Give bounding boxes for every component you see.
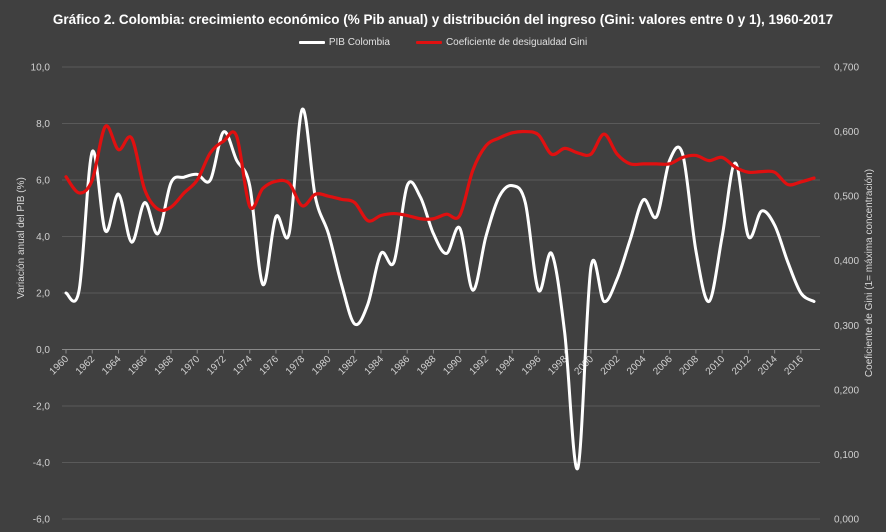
- x-tick-label: 2012: [730, 354, 754, 378]
- y-left-tick-label: 10,0: [31, 63, 51, 74]
- y-left-tick-label: 6,0: [36, 176, 50, 187]
- y-right-axis-title: Coeficiente de Gini (1= máxima concentra…: [864, 169, 875, 377]
- x-tick-label: 1992: [468, 354, 492, 378]
- x-tick-label: 1964: [100, 354, 124, 378]
- y-right-tick-label: 0,400: [834, 256, 859, 267]
- legend-label-pib: PIB Colombia: [328, 37, 390, 48]
- x-tick-label: 1988: [415, 354, 439, 378]
- x-tick-label: 2014: [756, 354, 780, 378]
- x-tick-label: 1970: [179, 354, 203, 378]
- x-tick-label: 1972: [205, 354, 229, 378]
- y-left-tick-label: 2,0: [36, 289, 50, 300]
- x-tick-label: 1976: [258, 354, 282, 378]
- legend-label-gini: Coeficiente de desigualdad Gini: [445, 37, 588, 48]
- x-tick-label: 2006: [651, 354, 675, 378]
- x-tick-label: 1990: [441, 354, 465, 378]
- legend-item-pib: PIB Colombia: [298, 37, 390, 48]
- x-tick-label: 1968: [153, 354, 177, 378]
- legend-item-gini: Coeficiente de desigualdad Gini: [415, 37, 588, 48]
- chart-title: Gráfico 2. Colombia: crecimiento económi…: [52, 12, 834, 27]
- y-left-tick-label: 4,0: [36, 232, 50, 243]
- x-tick-label: 1980: [310, 354, 334, 378]
- legend: PIB Colombia Coeficiente de desigualdad …: [0, 37, 886, 48]
- x-tick-label: 1962: [74, 354, 98, 378]
- x-tick-label: 2010: [704, 354, 728, 378]
- y-right-tick-label: 0,200: [834, 385, 859, 396]
- x-tick-label: 1994: [494, 354, 518, 378]
- x-tick-label: 1974: [231, 354, 255, 378]
- x-tick-label: 2004: [625, 354, 649, 378]
- y-left-tick-label: -4,0: [33, 458, 51, 469]
- y-right-tick-label: 0,600: [834, 127, 859, 138]
- y-left-axis-title: Variación anual del PIB (%): [16, 177, 27, 299]
- y-right-tick-label: 0,100: [834, 450, 859, 461]
- y-right-tick-label: 0,000: [834, 515, 859, 526]
- x-tick-label: 1982: [336, 354, 360, 378]
- x-tick-label: 1978: [284, 354, 308, 378]
- legend-swatch-gini: [415, 41, 442, 44]
- x-tick-label: 2016: [782, 354, 806, 378]
- x-tick-label: 1966: [126, 354, 150, 378]
- y-right-tick-label: 0,500: [834, 192, 859, 203]
- x-tick-label: 1996: [520, 354, 544, 378]
- y-left-tick-label: 8,0: [36, 119, 50, 130]
- x-tick-label: 2008: [678, 354, 702, 378]
- x-tick-label: 1986: [389, 354, 413, 378]
- y-right-tick-label: 0,700: [834, 63, 859, 74]
- series-line-gini: [64, 124, 816, 223]
- y-right-tick-label: 0,300: [834, 321, 859, 332]
- x-tick-label: 2002: [599, 354, 623, 378]
- x-tick-label: 1984: [363, 354, 387, 378]
- series-line-pib: [64, 107, 816, 471]
- x-tick-label: 1960: [48, 354, 72, 378]
- legend-swatch-pib: [298, 41, 325, 44]
- y-left-tick-label: -6,0: [33, 515, 51, 526]
- y-left-tick-label: 0,0: [36, 345, 50, 356]
- y-left-tick-label: -2,0: [33, 402, 51, 413]
